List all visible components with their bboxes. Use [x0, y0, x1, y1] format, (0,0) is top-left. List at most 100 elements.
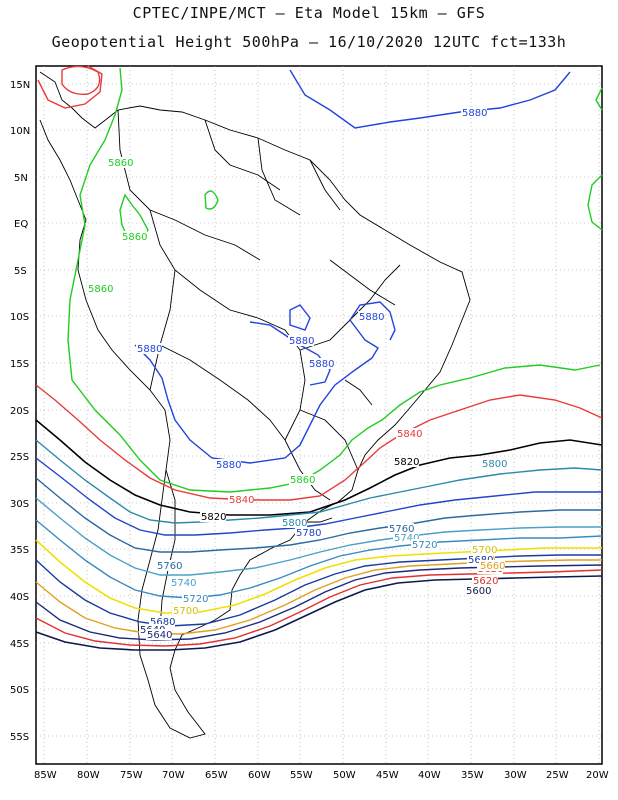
contour-label-bg [393, 456, 419, 467]
latitude-labels: 15N 10N 5N EQ 5S 10S 15S 20S 25S 30S 35S… [10, 80, 30, 743]
contour-label-bg [471, 544, 497, 555]
contour-label-bg [479, 560, 505, 571]
contour-label-bg [281, 517, 307, 528]
contour-label-bg [182, 593, 208, 604]
contour-label-bg [289, 474, 315, 485]
lon-label: 70W [162, 770, 185, 781]
graticule [36, 66, 602, 764]
contour-5760 [35, 477, 602, 553]
lat-label: 55S [10, 732, 29, 743]
contour-label-bg [465, 585, 491, 596]
contour-label: 5720 [412, 540, 437, 551]
contour-label-bg [146, 629, 172, 640]
lat-label: EQ [14, 219, 28, 230]
lat-label: 20S [10, 406, 29, 417]
contour-5860-small [204, 190, 219, 210]
contour-label-bg [467, 554, 493, 565]
contour-label-bg [121, 231, 147, 242]
lat-label: 10S [10, 312, 29, 323]
lon-label: 50W [333, 770, 356, 781]
lat-label: 10N [10, 126, 30, 137]
lon-label: 25W [546, 770, 569, 781]
contour-label-bg [295, 527, 321, 538]
contour-label: 5860 [290, 475, 315, 486]
contour-label: 5880 [309, 359, 334, 370]
lon-label: 40W [418, 770, 441, 781]
contour-label-bg [149, 616, 175, 627]
contour-5880-north [289, 69, 571, 129]
contour-label: 5860 [88, 284, 113, 295]
contour-label: 5740 [171, 578, 196, 589]
lon-label: 45W [376, 770, 399, 781]
contour-label: 5660 [480, 561, 505, 572]
contour-5620 [35, 569, 603, 647]
contour-label: 5880 [462, 108, 487, 119]
contour-label-bg [156, 560, 182, 571]
contour-5600 [35, 575, 603, 651]
lon-label: 55W [290, 770, 313, 781]
contour-5800 [35, 439, 603, 524]
contour-label-bg [170, 577, 196, 588]
contour-5860-east2 [587, 174, 603, 231]
contour-label-bg [396, 428, 422, 439]
contour-5880-center [134, 301, 396, 464]
contour-5860-east [595, 87, 603, 111]
contour-label-bg [393, 532, 419, 543]
longitude-labels: 85W 80W 75W 70W 65W 60W 55W 50W 45W 40W … [34, 770, 609, 781]
lon-label: 35W [461, 770, 484, 781]
contour-label: 5700 [173, 606, 198, 617]
contour-label: 5860 [108, 158, 133, 169]
contour-label: 5880 [359, 312, 384, 323]
contour-label: 5840 [229, 495, 254, 506]
contour-label-bg [136, 343, 162, 354]
contour-5740 [35, 497, 602, 576]
contour-5680 [35, 554, 602, 627]
map-frame [35, 65, 603, 765]
contour-label: 5840 [397, 429, 422, 440]
map-title-line2: Geopotential Height 500hPa – 16/10/2020 … [51, 33, 567, 51]
lat-label: 40S [10, 592, 29, 603]
contour-label: 5860 [122, 232, 147, 243]
lat-label: 30S [10, 499, 29, 510]
lon-label: 80W [77, 770, 100, 781]
contour-label: 5880 [137, 344, 162, 355]
contour-5860-west [67, 67, 601, 493]
contour-5720 [35, 519, 603, 599]
contour-label: 5740 [394, 533, 419, 544]
contour-label-bg [172, 605, 198, 616]
lat-label: 35S [10, 545, 29, 556]
contour-5880-high-nw-inner [61, 65, 101, 95]
map-title-line1: CPTEC/INPE/MCT – Eta Model 15km – GFS [132, 4, 486, 22]
contour-5820 [35, 419, 603, 516]
contour-label-bg [87, 283, 113, 294]
contour-label: 5720 [183, 594, 208, 605]
contour-label: 5700 [472, 545, 497, 556]
contour-label: 5640 [147, 630, 172, 641]
contour-label-bg [388, 523, 414, 534]
contour-label-bg [411, 539, 437, 550]
contour-label-bg [107, 157, 133, 168]
lon-label: 30W [504, 770, 527, 781]
lat-label: 15S [10, 359, 29, 370]
contour-label-bg [481, 458, 507, 469]
contour-label: 5800 [482, 459, 507, 470]
contour-label: 5820 [201, 512, 226, 523]
contour-5880-high-nw [37, 65, 103, 109]
contour-labels: 5880 5860 5860 5860 5880 5880 5880 5880 5860 5880… [87, 107, 507, 641]
contour-label: 5880 [289, 336, 314, 347]
contour-label: 5760 [157, 561, 182, 572]
lat-label: 5N [14, 173, 28, 184]
lon-label: 85W [34, 770, 57, 781]
contour-label: 5820 [394, 457, 419, 468]
lon-label: 60W [248, 770, 271, 781]
contour-label: 5600 [466, 586, 491, 597]
lat-label: 5S [14, 266, 27, 277]
lon-label: 65W [205, 770, 228, 781]
contour-label-bg [215, 459, 241, 470]
contour-label-bg [358, 311, 384, 322]
contour-label-bg [461, 107, 487, 118]
contour-label: 5780 [296, 528, 321, 539]
lon-label: 20W [586, 770, 609, 781]
lon-label: 75W [120, 770, 143, 781]
